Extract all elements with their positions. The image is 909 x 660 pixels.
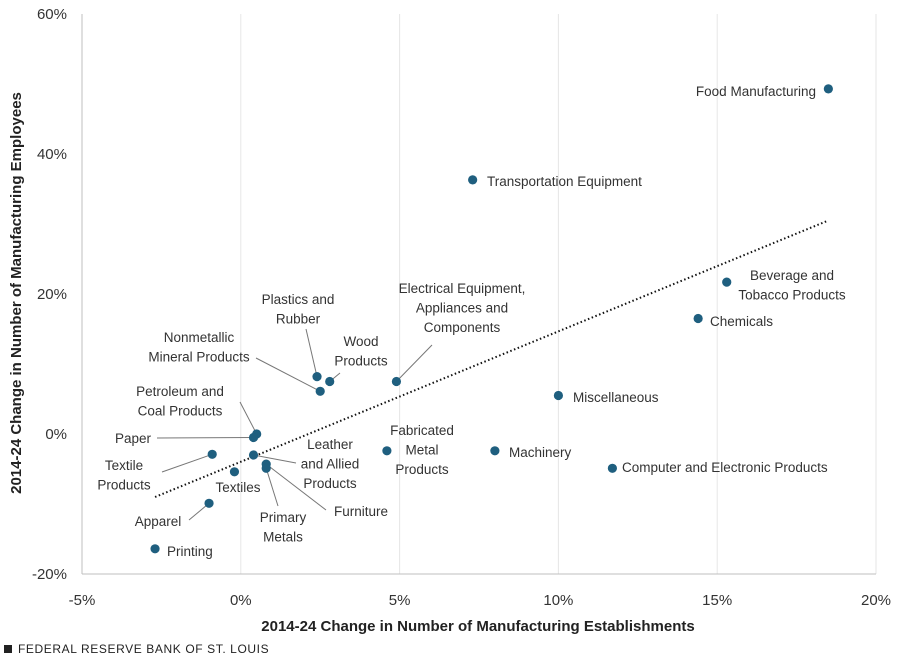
data-point (261, 463, 271, 473)
data-point (382, 446, 392, 456)
point-label: Computer and Electronic Products (622, 460, 828, 475)
leader-line (253, 454, 297, 464)
x-tick-label: 0% (230, 592, 252, 609)
x-tick-label: 10% (543, 592, 573, 609)
y-tick-label: 0% (45, 426, 67, 443)
x-tick-label: 20% (861, 592, 891, 609)
data-point (553, 390, 564, 401)
point-label: Electrical Equipment, Appliances and Compo… (399, 281, 526, 335)
point-label: Nonmetallic Mineral Products (148, 330, 250, 365)
data-point (607, 463, 617, 473)
data-point (693, 313, 703, 324)
point-label: Wood Products (334, 334, 388, 369)
leader-line (396, 344, 433, 382)
y-tick-label: 60% (37, 6, 67, 23)
data-point (150, 544, 160, 554)
axis-layer: -5% 0% 5% 10% 15% 20% -20% 0% 20% 40% 60% (32, 6, 891, 609)
point-label: Leather and Allied Products (301, 437, 360, 491)
point-label: Beverage and Tobacco Products (738, 268, 846, 303)
y-tick-label: -20% (32, 566, 67, 583)
data-point (823, 84, 833, 94)
leader-line (239, 401, 258, 435)
data-point (229, 467, 240, 477)
point-label: Transportation Equipment (487, 174, 642, 189)
leader-line (265, 463, 327, 511)
point-label: Paper (115, 431, 152, 446)
data-point (207, 449, 217, 459)
point-label: Textile Products (97, 458, 151, 493)
data-point (248, 450, 259, 460)
point-label: Chemicals (710, 314, 773, 329)
leader-line (305, 328, 318, 377)
x-tick-label: 5% (389, 592, 411, 609)
point-label: Furniture (334, 504, 388, 519)
footer: FEDERAL RESERVE BANK OF ST. LOUIS (4, 642, 269, 656)
y-axis-title: 2014-24 Change in Number of Manufacturin… (8, 92, 25, 494)
point-label: Fabricated Metal Products (390, 423, 454, 477)
data-point (325, 376, 335, 387)
point-label: Petroleum and Coal Products (136, 384, 224, 419)
point-label: Machinery (509, 445, 572, 460)
data-point (248, 432, 259, 443)
trendline-layer (154, 219, 829, 498)
data-point (204, 498, 214, 508)
point-label: Plastics and Rubber (262, 292, 335, 327)
leader-line (265, 468, 279, 507)
point-label: Primary Metals (260, 510, 307, 545)
footer-source: FEDERAL RESERVE BANK OF ST. LOUIS (18, 642, 270, 656)
x-tick-label: -5% (69, 592, 96, 609)
data-point (722, 277, 732, 287)
leader-line (156, 437, 254, 439)
y-tick-label: 40% (37, 146, 67, 163)
data-point (391, 376, 402, 387)
x-tick-label: 15% (702, 592, 732, 609)
x-axis-title: 2014-24 Change in Number of Manufacturin… (261, 618, 694, 635)
data-point (312, 372, 322, 382)
y-tick-label: 20% (37, 286, 67, 303)
labels-layer: Food Manufacturing Transportation Equipme… (97, 84, 846, 559)
leader-line (161, 453, 213, 473)
data-point (490, 446, 500, 456)
points-layer (150, 84, 833, 554)
grid-layer (240, 14, 877, 574)
leader-lines-layer (156, 328, 433, 521)
footer-square-icon (4, 645, 12, 653)
point-label: Textiles (215, 480, 260, 495)
data-point (468, 175, 478, 185)
scatter-chart: -5% 0% 5% 10% 15% 20% -20% 0% 20% 40% 60% Food Man… (8, 6, 891, 635)
leader-line (255, 357, 321, 392)
point-label: Miscellaneous (573, 390, 659, 405)
point-label: Apparel (135, 514, 182, 529)
data-point (315, 386, 325, 396)
point-label: Food Manufacturing (696, 84, 816, 99)
point-label: Printing (167, 544, 213, 559)
trendline (154, 219, 829, 498)
